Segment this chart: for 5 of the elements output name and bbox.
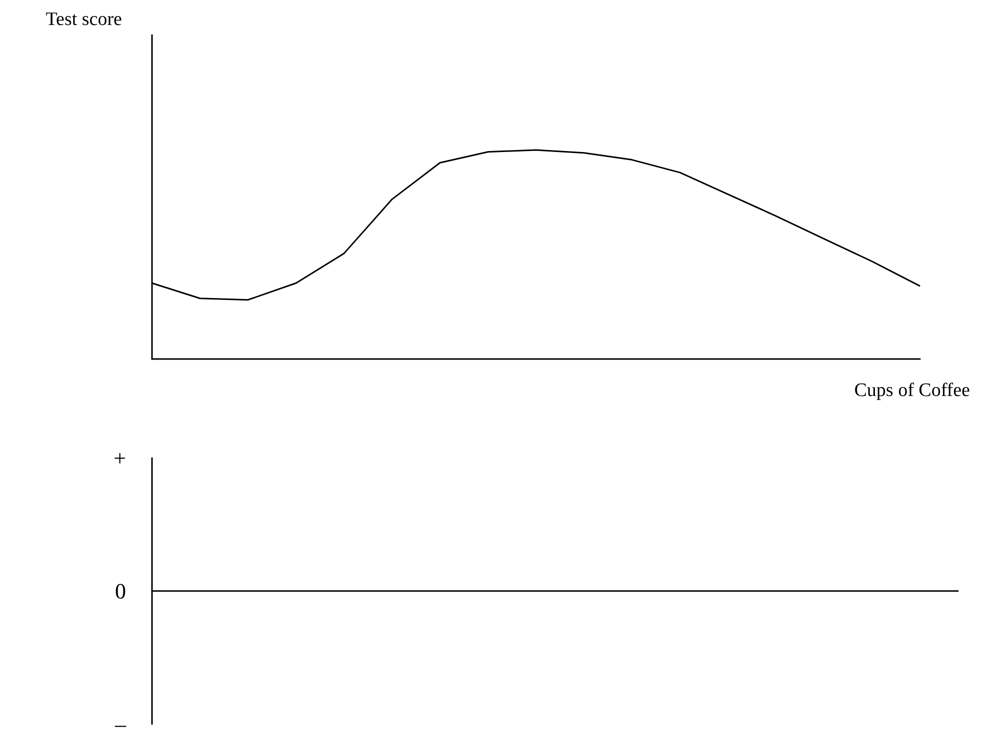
x-axis-title: Cups of Coffee [854, 380, 970, 401]
y-axis-title: Test score [46, 9, 122, 30]
text: + [114, 446, 126, 470]
text: – [114, 712, 127, 735]
text: 0 [115, 578, 126, 604]
